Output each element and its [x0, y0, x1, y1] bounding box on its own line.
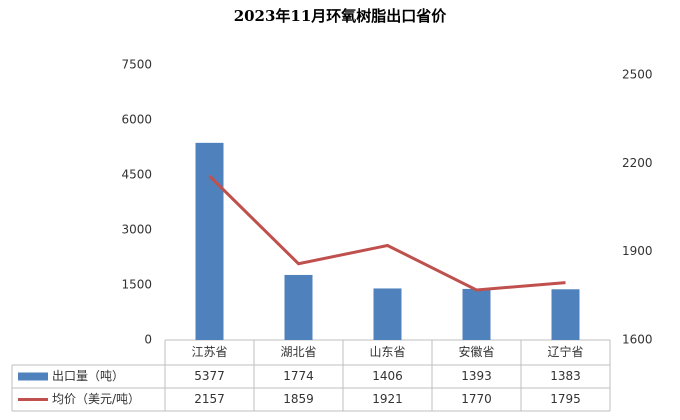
table-value: 1406: [372, 369, 403, 383]
y2-tick-label: 1900: [622, 244, 653, 258]
table-value: 1393: [461, 369, 492, 383]
table-value: 5377: [194, 369, 225, 383]
y2-tick-label: 2500: [622, 68, 653, 82]
table-value: 1795: [550, 392, 581, 406]
y-tick-label: 4500: [121, 168, 152, 182]
x-tick-label: 湖北省: [280, 344, 316, 359]
y-tick-label: 1500: [121, 278, 152, 292]
y-tick-label: 6000: [121, 113, 152, 127]
table-value: 1774: [283, 369, 314, 383]
bar: [462, 288, 491, 340]
y2-tick-label: 2200: [622, 156, 653, 170]
y-tick-label: 3000: [121, 223, 152, 237]
table-value: 1859: [283, 392, 314, 406]
bar: [284, 274, 313, 340]
chart-title: 2023年11月环氧树脂出口省价: [234, 7, 448, 25]
x-tick-label: 山东省: [369, 345, 405, 359]
bar: [195, 142, 224, 340]
x-tick-label: 安徽省: [458, 344, 494, 359]
legend-label: 出口量（吨）: [52, 369, 124, 383]
bar: [373, 288, 402, 340]
line: [208, 174, 566, 292]
x-tick-label: 江苏省: [191, 345, 227, 359]
x-tick-label: 辽宁省: [547, 344, 583, 359]
table-value: 1770: [461, 392, 492, 406]
table-value: 1383: [550, 369, 581, 383]
legend-label: 均价（美元/吨）: [52, 392, 140, 406]
table-value: 2157: [194, 392, 225, 406]
table-value: 1921: [372, 392, 403, 406]
bar: [551, 289, 580, 340]
y2-tick-label: 1600: [622, 333, 653, 347]
y-tick-label: 0: [144, 333, 152, 347]
y-tick-label: 7500: [121, 58, 152, 72]
legend-key: [18, 372, 48, 381]
